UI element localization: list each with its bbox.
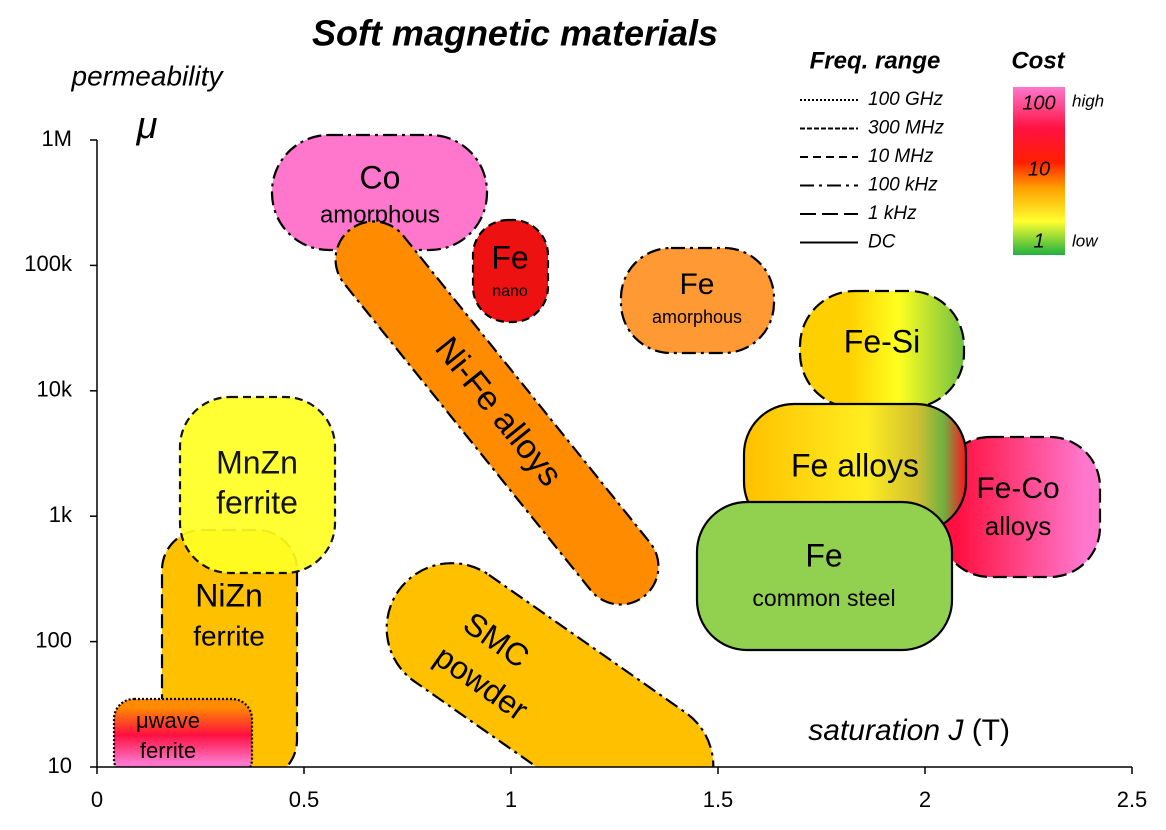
region: Fe-Co alloys: [938, 435, 1102, 579]
y-tick-label: 1k: [49, 502, 73, 527]
cost-scale-label: 1: [1033, 230, 1044, 252]
title: Soft magnetic materials: [312, 13, 718, 54]
y-axis-symbol: μ: [136, 105, 158, 147]
region-label: amorphous: [652, 307, 742, 327]
y-tick-label: 100k: [24, 251, 73, 276]
region-label: Fe-Si: [844, 323, 920, 359]
region-shape: [695, 500, 954, 652]
region: Fe common steel: [695, 500, 954, 652]
region: μwave ferrite: [112, 697, 254, 767]
region-shape: [112, 697, 254, 767]
region-label: Fe-Co: [976, 472, 1059, 505]
freq-legend: 100 GHz 300 MHz 10 MHz 100 kHz 1 kHz DC: [800, 89, 945, 253]
region-label: NiZn: [195, 577, 263, 613]
freq-legend-title: Freq. range: [810, 47, 941, 74]
region-shape: [619, 246, 776, 355]
freq-legend-label: 1 kHz: [868, 203, 917, 224]
y-tick-label: 100: [35, 627, 72, 652]
region-label: Fe: [679, 268, 714, 301]
region-shape: [471, 218, 550, 324]
x-axis-unit: (T): [963, 714, 1010, 747]
x-tick-label: 2.5: [1117, 787, 1148, 812]
region: Fe alloys: [742, 402, 968, 534]
region: Fe nano: [471, 218, 550, 324]
freq-legend-label: 300 MHz: [868, 118, 945, 139]
cost-low-label: low: [1072, 231, 1099, 250]
x-tick-label: 1.5: [703, 787, 734, 812]
region-label: Fe alloys: [791, 447, 919, 483]
y-axis-label: permeability: [71, 60, 225, 91]
y-tick-label: 10: [48, 753, 72, 778]
region-label: Fe: [491, 239, 528, 275]
cost-legend-title: Cost: [1011, 47, 1065, 74]
x-axis-label: saturation J (T): [808, 714, 1010, 747]
region: Fe-Si: [798, 289, 966, 410]
region-label: alloys: [985, 511, 1051, 541]
region-shape: [385, 562, 715, 767]
region-label: Co: [360, 159, 401, 195]
region-label: common steel: [752, 585, 895, 611]
freq-legend-label: 100 kHz: [868, 175, 938, 196]
cost-high-label: high: [1072, 91, 1104, 110]
x-tick-label: 2: [919, 787, 931, 812]
axes: 0 0.5 1 1.5 2 2.5 10 100 1k 10k 100k 1M: [24, 126, 1147, 812]
region-label: Fe: [805, 537, 842, 573]
x-tick-label: 1: [505, 787, 517, 812]
region-label: nano: [492, 283, 528, 300]
freq-legend-label: 10 MHz: [868, 146, 934, 167]
region-shape: [938, 435, 1102, 579]
region-label: ferrite: [193, 620, 265, 651]
region-shape: [334, 220, 660, 606]
freq-legend-label: 100 GHz: [868, 89, 943, 110]
y-tick-label: 10k: [37, 377, 73, 402]
x-axis-variable: J: [947, 714, 964, 747]
region-label: ferrite: [140, 738, 196, 763]
freq-legend-label: DC: [868, 232, 896, 253]
region-label: ferrite: [216, 484, 298, 520]
x-axis-label-text: saturation: [808, 714, 948, 747]
region-label: MnZn: [216, 444, 298, 480]
region-shape: [178, 395, 337, 575]
cost-scale-bar: [1013, 87, 1065, 255]
x-tick-label: 0.5: [289, 787, 320, 812]
cost-scale-label: 100: [1022, 92, 1055, 114]
region: MnZn ferrite: [178, 395, 337, 575]
cost-scale-label: 10: [1028, 158, 1050, 180]
region: Fe amorphous: [619, 246, 776, 355]
y-tick-label: 1M: [41, 126, 72, 151]
region-label: μwave: [136, 708, 200, 733]
x-tick-label: 0: [91, 787, 103, 812]
